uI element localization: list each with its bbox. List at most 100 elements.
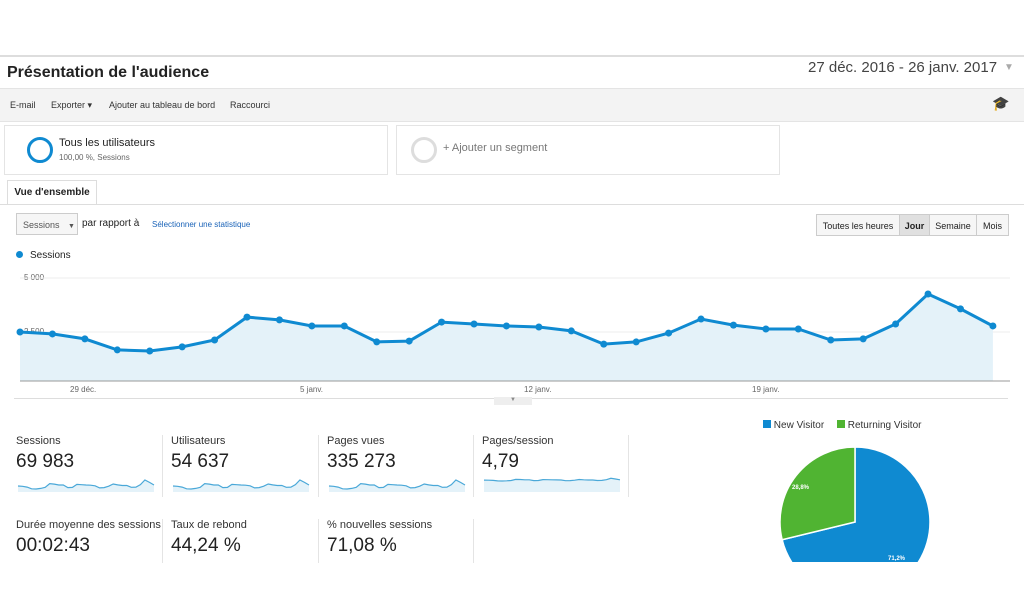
sessions-chart — [16, 277, 1010, 382]
sparkline-area — [484, 478, 620, 492]
month-button[interactable]: Mois — [976, 214, 1009, 236]
metric-divider — [162, 519, 163, 563]
tab-divider — [0, 204, 1024, 205]
pie-legend: New Visitor Returning Visitor — [763, 420, 921, 431]
metric-divider — [628, 435, 629, 497]
sessions-point[interactable] — [665, 329, 673, 337]
x-tick: 12 janv. — [524, 385, 552, 394]
email-button[interactable]: E-mail — [10, 100, 36, 110]
segment-all-users[interactable]: Tous les utilisateurs 100,00 %, Sessions — [4, 125, 388, 175]
sessions-point[interactable] — [956, 305, 964, 313]
sessions-point[interactable] — [989, 322, 997, 330]
sparkline-line — [172, 479, 310, 490]
shortcut-button[interactable]: Raccourci — [230, 100, 271, 110]
pie-slice-returning[interactable] — [779, 446, 856, 541]
empty-ring-icon — [411, 137, 437, 163]
metric-label: % nouvelles sessions — [327, 519, 433, 531]
sessions-point[interactable] — [48, 330, 56, 338]
legend-dot-icon — [16, 251, 23, 258]
collapse-handle[interactable]: ▼ — [494, 397, 532, 405]
sessions-point[interactable] — [892, 320, 900, 328]
segment-sub: 100,00 %, Sessions — [59, 153, 130, 162]
sessions-point[interactable] — [794, 325, 802, 333]
sessions-point[interactable] — [502, 322, 510, 330]
sessions-point[interactable] — [243, 313, 251, 321]
metric-1: Utilisateurs 54 637 — [171, 435, 229, 473]
legend-new-visitor: New Visitor — [773, 420, 825, 431]
sessions-point[interactable] — [16, 328, 24, 336]
add-to-dashboard-button[interactable]: Ajouter au tableau de bord — [109, 100, 216, 110]
segment-ring-icon — [27, 137, 53, 163]
metric-3: Pages/session 4,79 — [482, 435, 554, 473]
metric-value: 44,24 % — [171, 535, 241, 556]
chart-legend-sessions: Sessions — [30, 250, 71, 261]
chevron-down-icon[interactable]: ▼ — [1004, 62, 1014, 73]
metric-label: Pages/session — [482, 435, 554, 447]
sparkline-area — [173, 480, 309, 492]
pie-chart: 71,2% 28,8% — [770, 440, 950, 562]
metric-divider — [473, 519, 474, 563]
sessions-point[interactable] — [178, 343, 186, 351]
metric-value: 54 637 — [171, 451, 230, 472]
sessions-point[interactable] — [211, 336, 219, 344]
metric-divider — [318, 435, 319, 497]
metric-value: 4,79 — [482, 451, 519, 472]
metric-5: Taux de rebond 44,24 % — [171, 519, 247, 557]
sessions-point[interactable] — [405, 337, 413, 345]
metric-divider — [473, 435, 474, 497]
toolbar: E-mail Exporter ▾ Ajouter au tableau de … — [0, 88, 1024, 122]
sessions-point[interactable] — [308, 322, 316, 330]
graduation-cap-icon[interactable]: 🎓 — [992, 95, 1010, 111]
export-button[interactable]: Exporter ▾ — [51, 100, 93, 110]
metric-2: Pages vues 335 273 — [327, 435, 396, 473]
sessions-point[interactable] — [275, 316, 283, 324]
add-segment-label: + Ajouter un segment — [443, 142, 548, 154]
sessions-point[interactable] — [729, 321, 737, 329]
sessions-point[interactable] — [470, 320, 478, 328]
sessions-point[interactable] — [535, 323, 543, 331]
metric-value: 69 983 — [16, 451, 75, 472]
sessions-point[interactable] — [113, 346, 121, 354]
page-title: Présentation de l'audience — [7, 64, 210, 81]
day-button[interactable]: Jour — [899, 214, 930, 236]
select-metric-link[interactable]: Sélectionner une statistique — [152, 220, 251, 229]
sessions-point[interactable] — [340, 322, 348, 330]
date-range-picker[interactable]: 27 déc. 2016 - 26 janv. 2017 — [808, 59, 998, 76]
metric-label: Utilisateurs — [171, 435, 226, 447]
metric-divider — [162, 435, 163, 497]
sparkline-line — [17, 479, 155, 490]
metric-label: Taux de rebond — [171, 519, 247, 531]
sessions-area — [20, 294, 993, 381]
metric-value: 00:02:43 — [16, 535, 90, 556]
sessions-point[interactable] — [859, 335, 867, 343]
x-tick: 19 janv. — [752, 385, 780, 394]
sessions-point[interactable] — [81, 335, 89, 343]
sessions-point[interactable] — [146, 347, 154, 355]
sessions-point[interactable] — [567, 327, 575, 335]
legend-swatch-new — [763, 420, 771, 428]
sparkline-line — [328, 479, 466, 490]
compare-label: par rapport à — [82, 218, 140, 229]
x-tick: 29 déc. — [70, 385, 97, 394]
sparkline-area — [18, 480, 154, 492]
sessions-point[interactable] — [373, 338, 381, 346]
sessions-point[interactable] — [600, 340, 608, 348]
segment-name: Tous les utilisateurs — [59, 137, 155, 149]
metric-6: % nouvelles sessions 71,08 % — [327, 519, 432, 557]
tab-overview[interactable]: Vue d'ensemble — [7, 180, 97, 205]
sessions-point[interactable] — [697, 315, 705, 323]
metric-select[interactable]: Sessions ▼ — [16, 213, 78, 235]
sessions-point[interactable] — [438, 318, 446, 326]
x-tick: 5 janv. — [300, 385, 323, 394]
week-button[interactable]: Semaine — [929, 214, 977, 236]
hourly-button[interactable]: Toutes les heures — [816, 214, 900, 236]
sessions-point[interactable] — [762, 325, 770, 333]
metric-value: 335 273 — [327, 451, 396, 472]
sessions-point[interactable] — [827, 336, 835, 344]
sessions-point[interactable] — [924, 290, 932, 298]
sparkline-line — [483, 477, 621, 482]
sessions-point[interactable] — [632, 338, 640, 346]
add-segment[interactable]: + Ajouter un segment — [396, 125, 780, 175]
pie-slice-new[interactable] — [781, 446, 931, 562]
sparkline-area — [329, 480, 465, 492]
